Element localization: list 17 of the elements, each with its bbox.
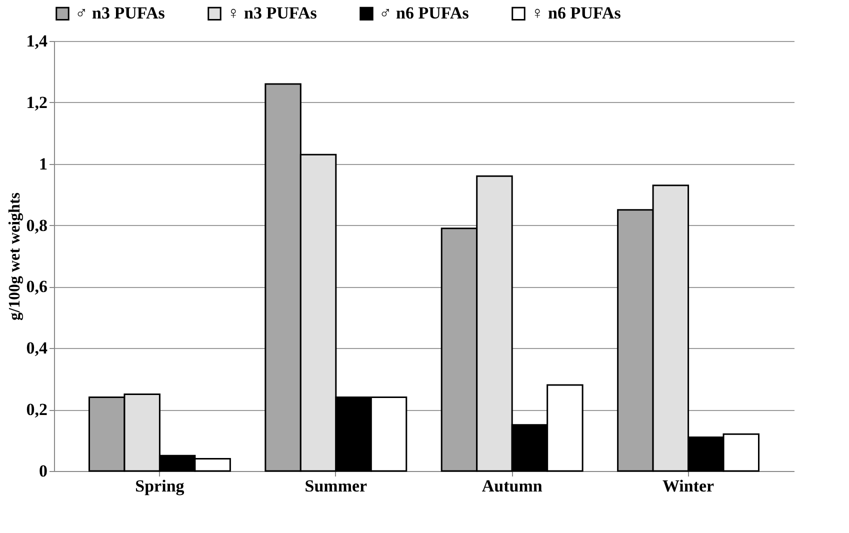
- y-tick-label: 1: [39, 154, 48, 174]
- y-axis-title: g/100g wet weights: [6, 192, 24, 320]
- y-tick-label: 0,8: [26, 216, 48, 235]
- x-tick-label: Spring: [135, 476, 185, 496]
- y-tick-label: 0,4: [26, 338, 48, 358]
- y-tick-label: 1,2: [26, 92, 48, 112]
- y-tick-label: 0,2: [26, 400, 48, 420]
- y-tick-label: 0,6: [26, 277, 48, 296]
- legend-label: ♂ n3 PUFAs: [75, 4, 166, 23]
- x-tick-label: Autumn: [482, 476, 543, 496]
- legend-label: ♂ n6 PUFAs: [379, 4, 470, 23]
- y-tick-label: 0: [39, 462, 48, 480]
- x-tick-label: Winter: [662, 476, 715, 496]
- x-tick-label: Summer: [304, 476, 368, 496]
- legend-label: ♀ n6 PUFAs: [531, 4, 622, 23]
- legend-label: ♀ n3 PUFAs: [227, 4, 318, 23]
- y-tick-label: 1,4: [26, 32, 48, 50]
